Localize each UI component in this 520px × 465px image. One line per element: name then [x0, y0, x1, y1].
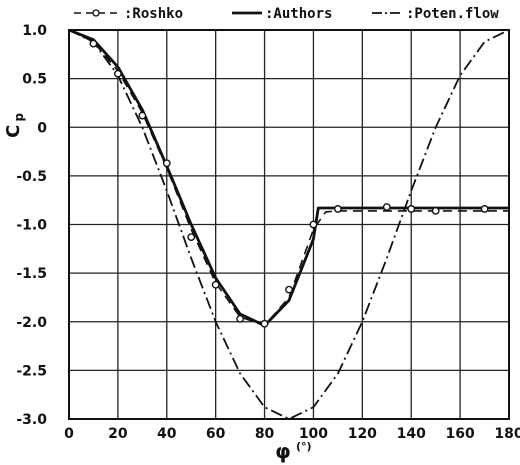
x-tick-label: 40	[157, 426, 177, 442]
x-axis-unit: (°)	[296, 440, 312, 453]
roshko-marker	[138, 111, 147, 120]
roshko-marker	[260, 319, 269, 328]
roshko-marker	[333, 205, 342, 213]
roshko-marker	[431, 206, 440, 215]
x-tick-label: 100	[299, 426, 328, 442]
x-tick-label: 0	[64, 426, 74, 442]
x-tick-label: 80	[255, 426, 275, 442]
x-tick-label: 120	[348, 426, 377, 442]
x-tick-label: 140	[397, 426, 426, 442]
x-tick-labels: 0 20 40 60 80 100 120 140 160 180	[64, 426, 520, 442]
y-tick-label: -1.5	[16, 266, 47, 282]
legend-label-2: :Authors	[265, 6, 332, 22]
grid	[68, 29, 510, 420]
roshko-marker	[236, 314, 245, 323]
x-tick-label: 20	[108, 426, 128, 442]
y-tick-label: 0.5	[22, 72, 47, 88]
y-tick-label: -3.0	[16, 412, 47, 428]
series-layer	[68, 28, 510, 420]
series-line-3	[68, 29, 510, 420]
x-tick-label: 160	[445, 426, 474, 442]
y-tick-label: -2.5	[16, 363, 47, 379]
y-tick-labels: 1.0 0.5 0 -0.5 -1.0 -1.5 -2.0 -2.5 -3.0	[16, 23, 47, 428]
roshko-marker	[480, 205, 489, 213]
y-tick-label: 1.0	[22, 23, 47, 39]
plot-frame	[68, 29, 510, 420]
roshko-marker	[285, 285, 293, 294]
roshko-marker	[211, 280, 220, 289]
roshko-marker	[162, 159, 171, 168]
series-line-1	[68, 29, 509, 327]
roshko-marker	[89, 39, 98, 48]
x-tick-label: 60	[206, 426, 226, 442]
roshko-marker	[309, 220, 318, 229]
series-line-2	[68, 28, 509, 327]
legend-marker	[92, 9, 100, 17]
legend-label-1: :Roshko	[124, 6, 183, 22]
y-tick-label: -1.0	[16, 218, 47, 234]
roshko-marker	[407, 205, 416, 213]
roshko-marker	[113, 69, 122, 78]
y-tick-label: -2.0	[16, 315, 47, 331]
roshko-marker	[382, 203, 391, 211]
y-tick-label: 0	[37, 120, 47, 136]
legend: :Roshko :Authors :Poten.flow	[74, 6, 499, 22]
x-axis-label: φ	[275, 439, 291, 463]
y-axis-label: C	[3, 125, 24, 138]
x-tick-label: 180	[494, 426, 520, 442]
y-tick-label: -0.5	[16, 169, 47, 185]
y-axis-label-sub: p	[12, 113, 26, 122]
legend-label-3: :Poten.flow	[406, 6, 499, 22]
marker-layer	[89, 39, 489, 328]
roshko-marker	[187, 233, 196, 242]
